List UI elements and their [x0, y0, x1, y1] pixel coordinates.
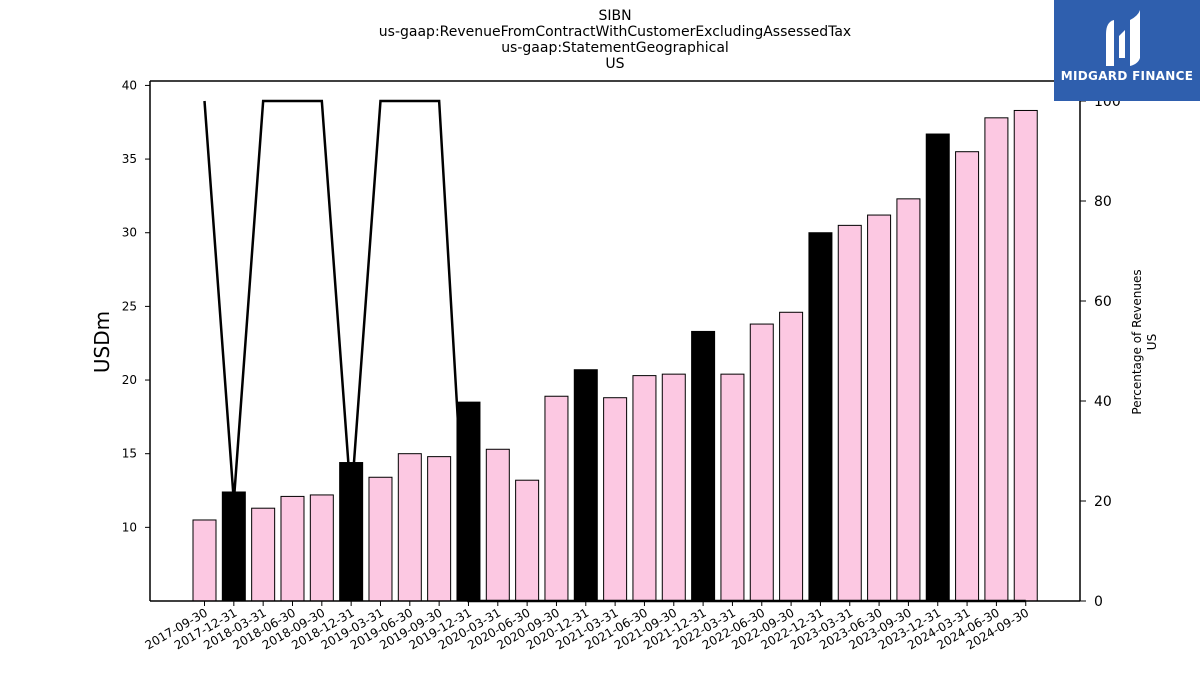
title-line-1: SIBN: [598, 8, 631, 24]
y2-axis-label-line-1: Percentage of Revenues: [1130, 269, 1144, 414]
bar-2020-09-30: [544, 395, 569, 602]
bar-2024-09-30: [1013, 109, 1038, 602]
bar-2017-09-30: [192, 519, 217, 602]
chart-title: SIBN us-gaap:RevenueFromContractWithCust…: [379, 8, 851, 72]
bar-2019-03-31: [368, 476, 393, 602]
y-tick-label: 30: [122, 226, 137, 240]
y-tick-label: 10: [122, 520, 137, 534]
bar-2023-06-30: [867, 214, 892, 602]
title-line-3: us-gaap:StatementGeographical: [501, 40, 729, 56]
y-axis-label: USDm: [90, 311, 114, 373]
bar-2021-12-31: [691, 330, 716, 602]
bar-2021-03-31: [603, 397, 628, 602]
y-tick-label: 40: [122, 78, 137, 92]
bar-2024-03-31: [955, 151, 980, 602]
bar-2019-06-30: [397, 453, 422, 602]
bar-2022-12-31: [808, 232, 833, 602]
bar-2018-06-30: [280, 495, 305, 602]
y-tick-label: 35: [122, 152, 137, 166]
bar-series: [192, 109, 1038, 602]
y-tick-label: 25: [122, 299, 137, 313]
logo-mark-icon: [1106, 10, 1140, 66]
bar-2020-03-31: [485, 448, 510, 602]
y2-tick-label: 20: [1094, 494, 1112, 510]
title-line-4: US: [605, 56, 624, 72]
bar-2018-09-30: [309, 494, 334, 602]
bar-2022-09-30: [779, 311, 804, 602]
bar-2023-12-31: [925, 133, 950, 602]
bar-2024-06-30: [984, 117, 1009, 602]
midgard-finance-logo: MIDGARD FINANCE: [1054, 0, 1200, 101]
bar-2020-06-30: [515, 479, 540, 602]
bar-2017-12-31: [221, 491, 246, 602]
bar-2020-12-31: [573, 369, 598, 602]
logo-text: MIDGARD FINANCE: [1060, 69, 1194, 83]
y2-tick-label: 0: [1094, 594, 1103, 610]
y-axis-ticks: 10 15 20 25 30 35 40: [122, 78, 150, 534]
bar-2022-03-31: [720, 373, 745, 602]
bar-2019-09-30: [427, 456, 452, 602]
bar-2021-09-30: [661, 373, 686, 602]
y-tick-label: 20: [122, 373, 137, 387]
bar-2021-06-30: [632, 375, 657, 602]
y-tick-label: 15: [122, 447, 137, 461]
bar-2018-03-31: [251, 507, 276, 602]
y2-tick-label: 80: [1094, 194, 1112, 210]
bar-2023-03-31: [837, 224, 862, 602]
y2-tick-label: 60: [1094, 294, 1112, 310]
x-axis-ticks: 2017-09-302017-12-312018-03-312018-06-30…: [143, 601, 1031, 652]
y2-axis-label: Percentage of Revenues US: [1130, 269, 1159, 414]
title-line-2: us-gaap:RevenueFromContractWithCustomerE…: [379, 24, 851, 40]
y2-tick-label: 40: [1094, 394, 1112, 410]
bar-2018-12-31: [339, 462, 364, 602]
bar-2023-09-30: [896, 198, 921, 602]
bar-2019-12-31: [456, 401, 481, 602]
y2-axis-label-line-2: US: [1145, 334, 1159, 350]
bar-2022-06-30: [749, 323, 774, 602]
